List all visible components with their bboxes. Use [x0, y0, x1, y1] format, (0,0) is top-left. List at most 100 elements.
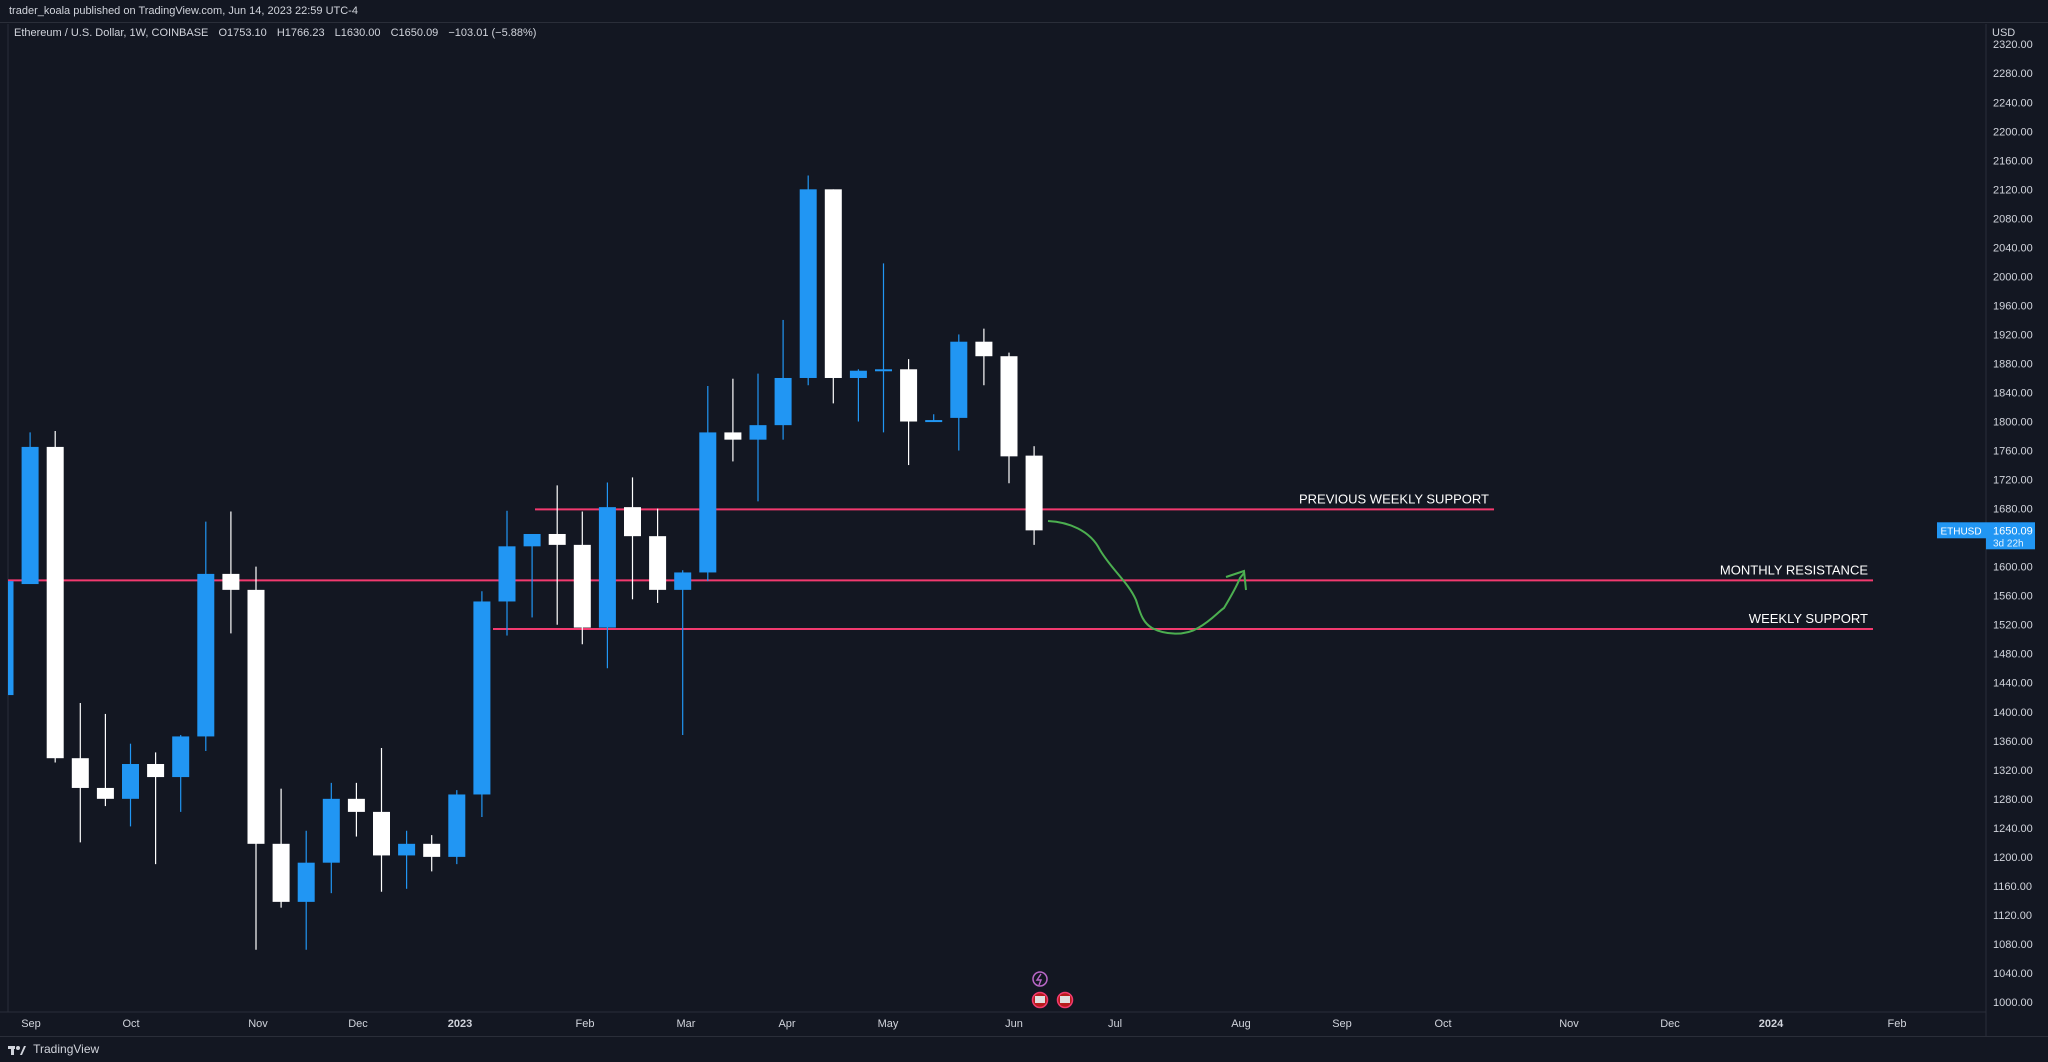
candle[interactable] [172, 734, 190, 812]
symbol-tag-label: ETHUSD [1940, 526, 1981, 537]
legend-change: −103.01 (−5.88%) [448, 27, 537, 39]
time-tick-label: Nov [1559, 1018, 1579, 1030]
candle[interactable] [950, 334, 968, 451]
candle[interactable] [849, 369, 867, 422]
candle[interactable] [674, 570, 692, 735]
candle-body [875, 369, 892, 372]
price-tick-label: 1600.00 [1993, 562, 2033, 574]
candle[interactable] [222, 511, 240, 634]
candle[interactable] [749, 373, 767, 502]
candle[interactable] [423, 835, 441, 872]
candle-body [222, 573, 240, 590]
brand-label[interactable]: TradingView [33, 1042, 100, 1056]
legend-close: C1650.09 [390, 27, 439, 39]
price-tick-label: 2200.00 [1993, 126, 2033, 138]
price-tick-label: 1320.00 [1993, 765, 2033, 777]
projection-arrow [1047, 520, 1245, 635]
candle[interactable] [122, 743, 139, 827]
legend-low: L1630.00 [334, 27, 381, 39]
tradingview-logo-icon [8, 1045, 26, 1055]
candle-body [674, 572, 692, 590]
candle[interactable] [197, 521, 215, 751]
candle-body [147, 764, 165, 778]
candle[interactable] [347, 782, 365, 837]
candle[interactable] [322, 782, 340, 894]
candle-body [699, 432, 717, 573]
candle[interactable] [523, 533, 541, 618]
price-tick-label: 1200.00 [1993, 852, 2033, 864]
candle-body [799, 189, 817, 378]
candle[interactable] [799, 175, 817, 386]
candle[interactable] [548, 485, 566, 625]
currency-label[interactable]: USD [1992, 27, 2016, 39]
candle-body [322, 798, 340, 863]
candle[interactable] [21, 432, 39, 585]
candle[interactable] [473, 591, 491, 817]
candle[interactable] [46, 430, 64, 763]
candle[interactable] [448, 790, 466, 865]
countdown-label: 3d 22h [1993, 538, 2024, 549]
price-tick-label: 1280.00 [1993, 794, 2033, 806]
price-tick-label: 1120.00 [1993, 910, 2032, 922]
event-markers [1031, 971, 1074, 1009]
legend-symbol[interactable]: Ethereum / U.S. Dollar, 1W, COINBASE [14, 27, 209, 39]
candle[interactable] [147, 752, 165, 865]
footer-bar: TradingView [0, 1036, 2048, 1062]
time-tick-label: Sep [1332, 1018, 1352, 1030]
candle[interactable] [699, 385, 717, 582]
candle-body [900, 369, 918, 422]
candle[interactable] [624, 477, 641, 600]
time-tick-label: 2024 [1759, 1018, 1784, 1030]
lightning-event-icon[interactable] [1032, 971, 1048, 987]
candle[interactable] [272, 788, 290, 908]
candle-body [849, 370, 867, 378]
candle-body [925, 420, 943, 423]
price-tick-label: 1840.00 [1993, 387, 2033, 399]
candle-body [197, 573, 215, 737]
candle[interactable] [724, 378, 742, 462]
candle[interactable] [71, 703, 89, 843]
candle[interactable] [0, 581, 14, 696]
price-tick-label: 1920.00 [1993, 329, 2033, 341]
candle[interactable] [96, 713, 114, 807]
candle[interactable] [900, 359, 918, 466]
price-tick-label: 1160.00 [1993, 881, 2032, 893]
candle-body [272, 843, 290, 902]
level-label: MONTHLY RESISTANCE [1720, 562, 1868, 577]
candle-body [649, 536, 667, 590]
time-tick-label: Jun [1005, 1018, 1023, 1030]
candle[interactable] [398, 830, 416, 889]
candle-body [1000, 356, 1018, 457]
price-tick-label: 1960.00 [1993, 300, 2033, 312]
candle[interactable] [649, 508, 667, 603]
candle[interactable] [925, 414, 943, 423]
candle[interactable] [247, 566, 265, 950]
time-tick-label: Feb [1888, 1018, 1907, 1030]
candle[interactable] [1025, 446, 1043, 545]
candle-body [71, 758, 89, 788]
time-tick-label: Sep [21, 1018, 41, 1030]
candle[interactable] [373, 748, 390, 892]
price-tick-label: 1720.00 [1993, 475, 2033, 487]
time-tick-label: Dec [348, 1018, 368, 1030]
candle[interactable] [1000, 352, 1018, 484]
time-tick-label: Apr [778, 1018, 795, 1030]
price-tick-label: 2160.00 [1993, 155, 2033, 167]
candle[interactable] [774, 319, 792, 440]
candle[interactable] [975, 328, 993, 386]
candle-body [8, 581, 14, 696]
candle[interactable] [598, 482, 616, 669]
candle[interactable] [297, 830, 315, 950]
candle-body [373, 811, 390, 856]
candle[interactable] [498, 510, 516, 636]
price-tick-label: 2320.00 [1993, 39, 2033, 51]
price-tick-label: 1360.00 [1993, 736, 2033, 748]
price-tick-label: 1760.00 [1993, 446, 2033, 458]
price-tick-label: 1000.00 [1993, 997, 2033, 1009]
candle[interactable] [875, 263, 892, 433]
candle[interactable] [573, 511, 591, 645]
candle[interactable] [824, 189, 842, 404]
time-tick-label: Jul [1108, 1018, 1122, 1030]
candle-body [122, 764, 139, 799]
